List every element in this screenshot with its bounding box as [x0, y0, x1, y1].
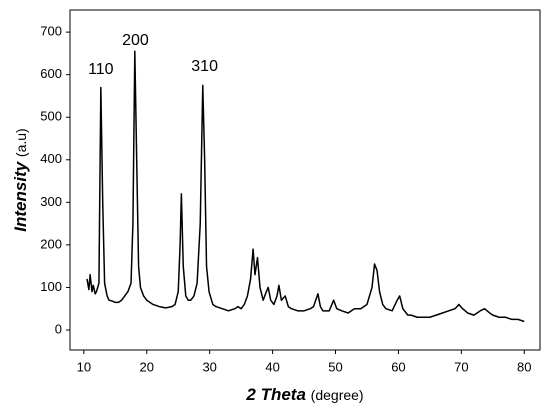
peak-label: 110: [88, 61, 114, 78]
y-tick-label: 100: [40, 279, 62, 294]
y-tick-label: 400: [40, 151, 62, 166]
y-tick-label: 700: [40, 24, 62, 39]
peak-label: 200: [122, 32, 149, 49]
y-tick-label: 500: [40, 109, 62, 124]
x-tick-label: 60: [391, 359, 405, 374]
y-tick-label: 600: [40, 66, 62, 81]
x-tick-label: 70: [454, 359, 468, 374]
plot-frame: [69, 9, 541, 351]
x-tick-label: 50: [328, 359, 342, 374]
x-tick-label: 80: [517, 359, 531, 374]
y-tick-label: 0: [55, 321, 62, 336]
x-axis-label-main: 2 Theta: [245, 385, 306, 404]
x-axis-label-unit: (degree): [311, 387, 364, 403]
x-axis-label: 2 Theta (degree): [245, 385, 363, 404]
y-axis-label-main: Intensity: [11, 160, 30, 231]
x-tick-label: 20: [140, 359, 154, 374]
y-tick-label: 200: [40, 236, 62, 251]
y-tick-label: 300: [40, 194, 62, 209]
y-axis-label-unit: (a.u): [13, 128, 29, 157]
y-axis-label: Intensity (a.u): [11, 128, 30, 231]
xrd-line: [86, 50, 525, 323]
x-tick-label: 40: [265, 359, 279, 374]
peak-label: 310: [191, 58, 218, 75]
x-tick-label: 30: [202, 359, 216, 374]
x-tick-label: 10: [77, 359, 91, 374]
